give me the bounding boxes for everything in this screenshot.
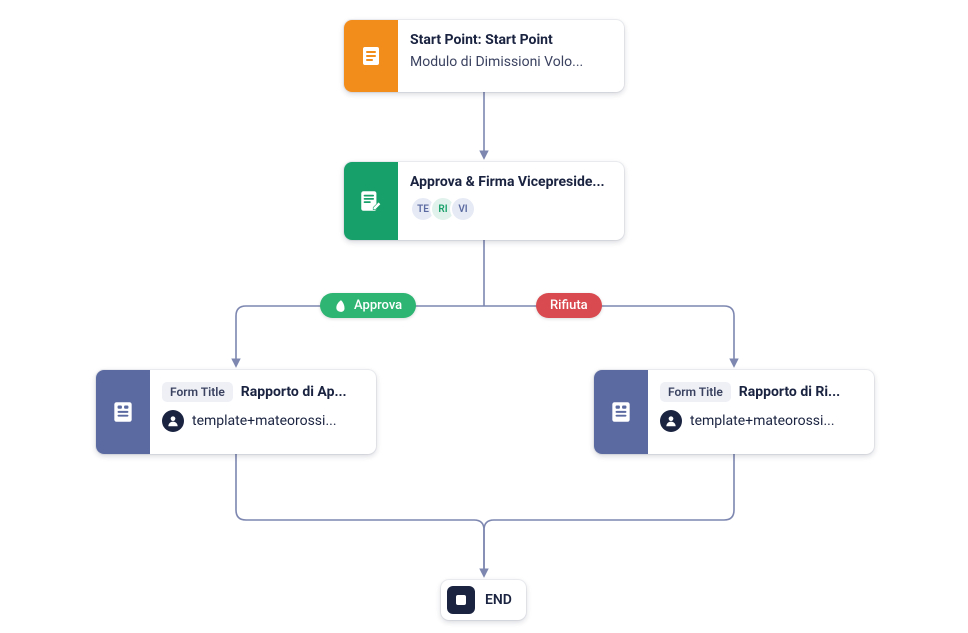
branch-pill-approve: Approva <box>320 293 416 318</box>
start-title: Start Point: Start Point <box>410 32 610 48</box>
sign-avatars: TERIVI <box>410 196 610 222</box>
form-tag: Form Title <box>162 382 233 402</box>
sign-icon <box>344 162 398 240</box>
form-tag: Form Title <box>660 382 731 402</box>
form-icon <box>594 370 648 454</box>
start-icon <box>344 20 398 92</box>
assignee: template+mateorossi... <box>690 413 835 429</box>
form-node-reject[interactable]: Form Title Rapporto di Ri... template+ma… <box>594 370 874 454</box>
end-node[interactable]: END <box>441 580 526 620</box>
stop-icon <box>447 586 475 614</box>
form-title: Rapporto di Ri... <box>739 384 860 400</box>
edges-layer <box>0 0 968 633</box>
pill-label: Rifiuta <box>550 298 588 313</box>
leaf-icon <box>334 299 348 313</box>
person-icon <box>162 410 184 432</box>
form-title: Rapporto di Ap... <box>241 384 362 400</box>
start-subtitle: Modulo di Dimissioni Volo... <box>410 54 610 70</box>
pill-label: Approva <box>354 298 402 313</box>
assignee: template+mateorossi... <box>192 413 337 429</box>
start-node[interactable]: Start Point: Start Point Modulo di Dimis… <box>344 20 624 92</box>
form-icon <box>96 370 150 454</box>
person-icon <box>660 410 682 432</box>
sign-title: Approva & Firma Vicepreside... <box>410 174 610 190</box>
avatar-chip: VI <box>450 196 476 222</box>
end-label: END <box>485 592 512 608</box>
form-node-approve[interactable]: Form Title Rapporto di Ap... template+ma… <box>96 370 376 454</box>
branch-pill-reject: Rifiuta <box>536 293 602 318</box>
sign-node[interactable]: Approva & Firma Vicepreside... TERIVI <box>344 162 624 240</box>
workflow-canvas: Start Point: Start Point Modulo di Dimis… <box>0 0 968 633</box>
